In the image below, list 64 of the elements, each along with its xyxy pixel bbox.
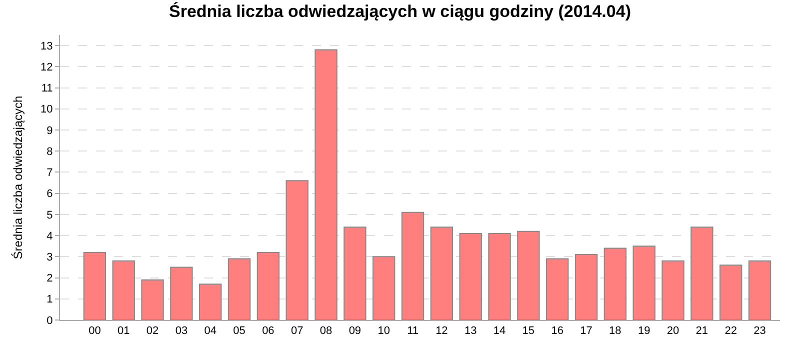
y-tick-label: 9 — [46, 124, 53, 137]
x-tick-label: 05 — [233, 325, 246, 338]
x-tick-label: 03 — [175, 325, 188, 338]
bar — [256, 252, 280, 320]
y-tick-label: 3 — [46, 252, 53, 264]
bar — [546, 258, 569, 320]
x-tick-label: 07 — [290, 325, 304, 338]
x-tick-label: 10 — [378, 325, 390, 338]
bar — [141, 279, 164, 320]
x-tick-label: 06 — [262, 325, 274, 338]
y-tick-label: 0 — [46, 314, 53, 327]
bar — [170, 266, 193, 320]
bar — [748, 260, 772, 320]
x-tick-label: 14 — [493, 325, 506, 338]
bar — [632, 246, 656, 320]
y-tick-label: 13 — [40, 40, 53, 52]
chart-title: Średnia liczba odwiedzających w ciągu godziny (2014.04) — [169, 1, 631, 22]
y-tick-label: 5 — [46, 209, 53, 222]
y-tick-label: 2 — [46, 272, 53, 285]
y-tick-label: 4 — [46, 230, 53, 242]
y-tick-label: 12 — [40, 62, 53, 74]
x-tick-label: 01 — [117, 325, 130, 338]
bar — [488, 232, 511, 320]
x-tick-label: 08 — [320, 325, 332, 338]
bar — [199, 284, 222, 320]
x-tick-label: 09 — [348, 325, 362, 338]
x-tick-label: 11 — [407, 325, 418, 338]
bar — [372, 256, 396, 320]
y-tick-label: 7 — [46, 167, 53, 180]
y-tick-label: 6 — [46, 188, 53, 200]
y-axis-title: Średnia liczba odwiedzających — [10, 96, 25, 260]
bar — [83, 252, 106, 320]
x-tick-label: 12 — [436, 325, 448, 338]
bar — [459, 232, 482, 320]
bar — [344, 226, 366, 320]
bar — [720, 264, 742, 320]
bar — [401, 212, 424, 320]
bar — [662, 260, 684, 320]
x-tick-label: 22 — [724, 325, 737, 338]
x-tick-label: 16 — [551, 325, 564, 338]
bar — [286, 180, 308, 320]
x-tick-label: 18 — [609, 325, 622, 338]
bar — [430, 226, 454, 320]
x-tick-label: 19 — [638, 325, 650, 338]
x-tick-label: 23 — [754, 325, 766, 338]
bar — [517, 230, 540, 320]
bar — [314, 49, 338, 320]
y-tick-label: 10 — [40, 104, 53, 116]
bar — [228, 258, 251, 320]
x-tick-label: 02 — [146, 325, 159, 338]
x-tick-label: 15 — [522, 325, 535, 338]
bar — [690, 226, 714, 320]
x-tick-label: 04 — [204, 325, 216, 338]
x-tick-label: 17 — [580, 325, 592, 338]
bar — [604, 248, 627, 320]
x-tick-label: 13 — [464, 325, 477, 338]
x-tick-label: 20 — [666, 325, 680, 338]
y-tick-label: 1 — [46, 294, 53, 306]
y-tick-label: 8 — [46, 146, 53, 158]
y-tick-label: 11 — [41, 82, 53, 95]
bar — [112, 260, 135, 320]
x-tick-label: 21 — [696, 325, 708, 338]
x-tick-label: 00 — [88, 325, 101, 338]
bar — [574, 254, 598, 320]
